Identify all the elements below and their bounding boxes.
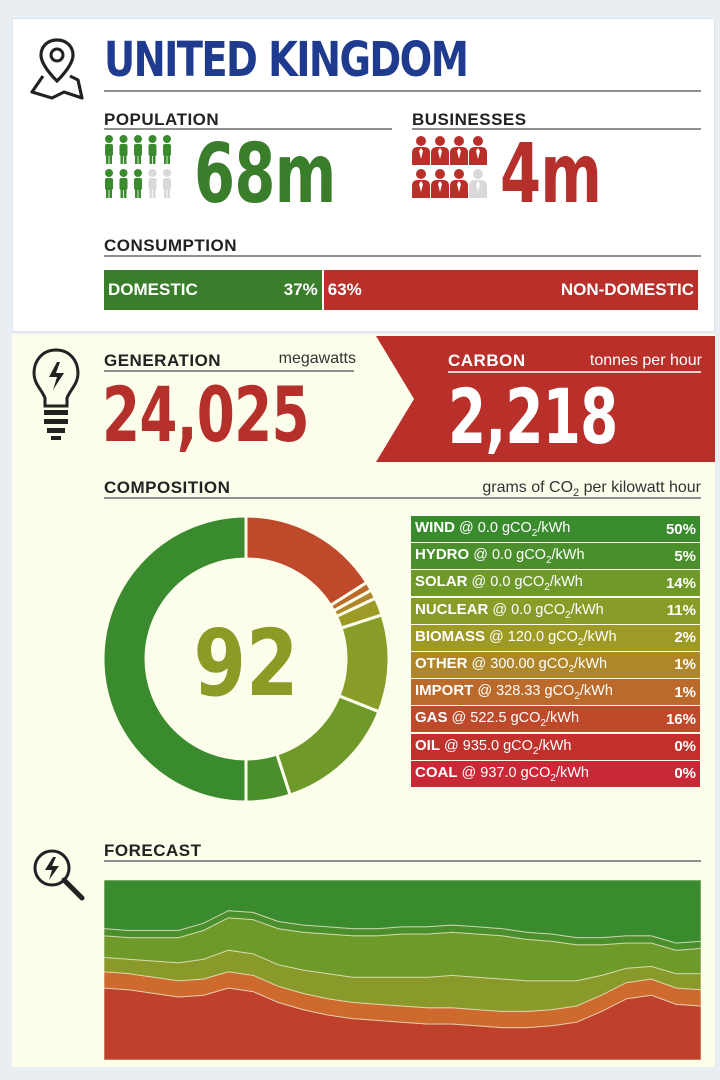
legend-row-solar: SOLAR @ 0.0 gCO2/kWh 14%: [411, 570, 700, 597]
lightbulb-icon: [32, 348, 80, 440]
legend-pct: 5%: [674, 547, 696, 565]
population-value: 68m: [194, 127, 336, 222]
forecast-rule: [104, 860, 701, 862]
businesses-label: BUSINESSES: [412, 110, 527, 129]
business-person-icon: [412, 136, 430, 165]
legend-pct: 2%: [674, 629, 696, 647]
legend-row-hydro: HYDRO @ 0.0 gCO2/kWh 5%: [411, 543, 700, 570]
legend-pct: 1%: [674, 656, 696, 674]
forecast-label: FORECAST: [104, 841, 202, 860]
composition-rule: [104, 497, 701, 499]
legend-row-biomass: BIOMASS @ 120.0 gCO2/kWh 2%: [411, 624, 700, 651]
legend-pct: 1%: [674, 683, 696, 701]
legend-label: NUCLEAR @ 0.0 gCO2/kWh: [415, 600, 604, 621]
population-people-icons: [105, 135, 171, 198]
person-icon: [119, 135, 128, 164]
legend-label: COAL @ 937.0 gCO2/kWh: [415, 763, 589, 784]
composition-donut-chart: 92: [101, 514, 391, 804]
legend-label: WIND @ 0.0 gCO2/kWh: [415, 519, 571, 539]
carbon-rule: [448, 371, 701, 373]
legend-pct: 0%: [674, 738, 696, 755]
legend-pct: 50%: [665, 520, 696, 538]
legend-pct: 11%: [666, 602, 696, 620]
person-icon: [134, 135, 142, 164]
generation-unit: megawatts: [278, 350, 356, 367]
business-person-icon: [450, 169, 468, 198]
businesses-value: 4m: [500, 127, 602, 222]
legend-label: HYDRO @ 0.0 gCO2/kWh: [415, 546, 585, 567]
person-icon: [119, 169, 128, 198]
legend-row-other: OTHER @ 300.00 gCO2/kWh 1%: [411, 651, 700, 678]
region-title: UNITED KINGDOM: [104, 32, 469, 88]
nondomestic-label: NON-DOMESTIC: [560, 280, 694, 299]
donut-slice-wind: [101, 514, 248, 804]
domestic-label: DOMESTIC: [108, 280, 198, 299]
nondomestic-pct: 63%: [327, 280, 362, 299]
business-person-icon: [450, 136, 468, 165]
legend-pct: 0%: [674, 765, 696, 783]
legend-label: BIOMASS @ 120.0 gCO2/kWh: [415, 627, 617, 648]
generation-rule: [104, 370, 354, 372]
carbon-panel: [376, 336, 715, 462]
person-icon: [105, 169, 113, 198]
domestic-segment: DOMESTIC 37%: [104, 270, 324, 310]
legend-row-coal: COAL @ 937.0 gCO2/kWh 0%: [411, 760, 700, 787]
person-icon: [134, 169, 142, 198]
composition-label: COMPOSITION: [104, 478, 231, 497]
legend-label: GAS @ 522.5 gCO2/kWh: [415, 709, 580, 730]
legend-pct: 14%: [665, 574, 696, 592]
business-person-icon: [469, 136, 487, 165]
forecast-area-layer-5: [104, 880, 701, 944]
person-icon: [105, 135, 113, 164]
person-icon: [163, 169, 171, 198]
carbon-intensity-value: 92: [194, 610, 299, 717]
business-person-icon: [431, 169, 449, 198]
donut-slice-nuclear: [337, 612, 391, 714]
legend-pct: 16%: [665, 710, 696, 728]
consumption-label: CONSUMPTION: [104, 236, 237, 255]
population-label: POPULATION: [104, 110, 220, 129]
nondomestic-segment: 63% NON-DOMESTIC: [323, 270, 698, 310]
businesses-people-icons: [412, 136, 487, 198]
businesses-rule: [412, 128, 701, 130]
donut-slice-gas: [244, 514, 369, 608]
generation-label: GENERATION: [104, 351, 222, 370]
person-icon: [148, 169, 157, 198]
legend-row-gas: GAS @ 522.5 gCO2/kWh 16%: [411, 706, 700, 733]
legend-label: OTHER @ 300.00 gCO2/kWh: [415, 654, 608, 675]
carbon-value: 2,218: [448, 372, 618, 461]
title-rule: [104, 90, 701, 92]
legend-label: IMPORT @ 328.33 gCO2/kWh: [415, 682, 613, 703]
business-person-icon: [412, 169, 430, 198]
business-person-icon: [431, 136, 449, 165]
domestic-pct: 37%: [283, 280, 318, 299]
consumption-rule: [104, 255, 701, 257]
consumption-bar: DOMESTIC 37% 63% NON-DOMESTIC: [104, 270, 698, 310]
forecast-area-chart: [104, 880, 701, 1060]
legend-row-import: IMPORT @ 328.33 gCO2/kWh 1%: [411, 679, 700, 706]
carbon-unit: tonnes per hour: [589, 352, 702, 369]
legend-row-nuclear: NUCLEAR @ 0.0 gCO2/kWh 11%: [411, 597, 700, 624]
population-rule: [104, 128, 392, 130]
composition-unit: grams of CO2 per kilowatt hour: [482, 479, 701, 500]
person-icon: [163, 135, 171, 164]
legend-row-oil: OIL @ 935.0 gCO2/kWh 0%: [411, 733, 700, 760]
person-icon: [148, 135, 157, 164]
legend-label: SOLAR @ 0.0 gCO2/kWh: [415, 573, 583, 594]
generation-value: 24,025: [102, 370, 310, 459]
business-person-icon: [469, 169, 487, 198]
forecast-search-icon: [33, 849, 85, 901]
legend-row-wind: WIND @ 0.0 gCO2/kWh 50%: [411, 516, 700, 542]
carbon-label: CARBON: [448, 351, 526, 370]
legend-label: OIL @ 935.0 gCO2/kWh: [415, 736, 572, 757]
location-map-icon: [30, 38, 84, 100]
composition-legend: WIND @ 0.0 gCO2/kWh 50% HYDRO @ 0.0 gCO2/k…: [411, 516, 700, 788]
